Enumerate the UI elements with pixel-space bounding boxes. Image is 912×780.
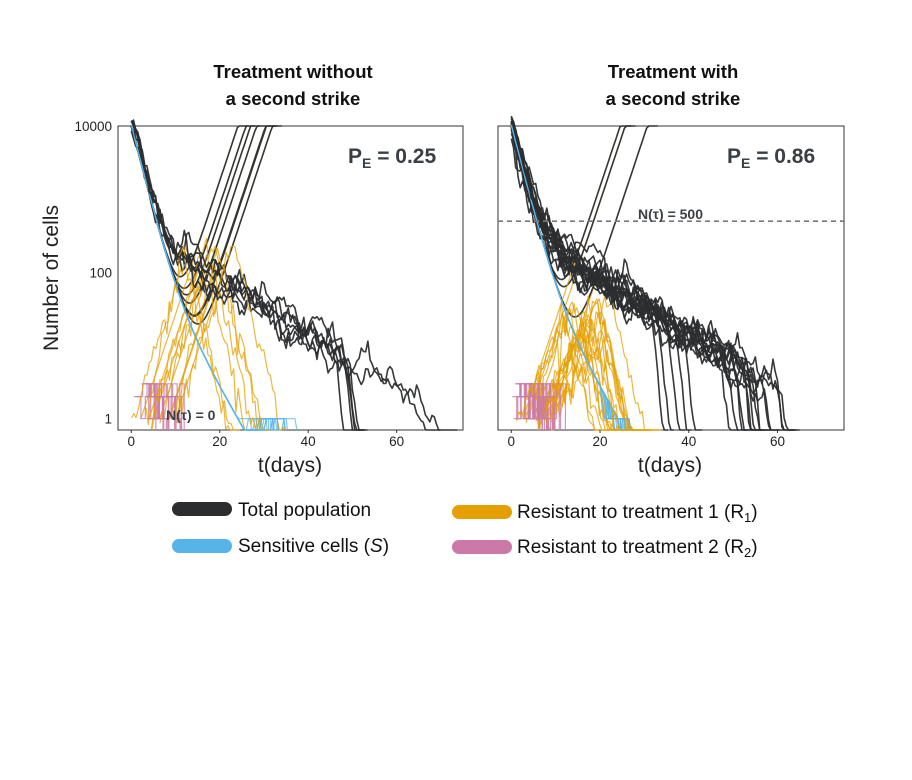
svg-text:Resistant to treatment 2 (R2): Resistant to treatment 2 (R2) [517, 537, 758, 560]
r1-run [549, 295, 640, 431]
total-run [130, 120, 354, 431]
svg-text:Resistant to treatment 1 (R1): Resistant to treatment 1 (R1) [517, 502, 758, 525]
pe-annotation-1: PE = 0.25 [348, 145, 436, 171]
legend-swatch-total [172, 502, 232, 516]
total-run [510, 116, 795, 431]
r2-run [150, 383, 183, 430]
legend-swatch-r1 [452, 505, 512, 519]
threshold-label-1: N(τ) = 0 [166, 407, 216, 423]
y-tick-labels: 1 100 10000 [74, 119, 112, 427]
simulation-runs-2 [510, 115, 801, 431]
panel-1-title-line-1: Treatment without [213, 61, 372, 82]
r2-run [515, 383, 543, 430]
legend: Total population Resistant to treatment … [172, 500, 758, 560]
x-tick-label: 0 [508, 434, 516, 449]
legend-item-r2: Resistant to treatment 2 (R2) [452, 537, 758, 560]
r2-run [153, 383, 185, 430]
x-tick-label: 20 [212, 434, 227, 449]
svg-text:Sensitive cells (S): Sensitive cells (S) [238, 536, 389, 557]
r1-run [515, 303, 626, 431]
panel-2-title-line-2: a second strike [606, 88, 741, 109]
r1-run [172, 247, 271, 431]
r1-run [131, 247, 240, 431]
x-tick-label: 40 [681, 434, 696, 449]
total-run [510, 120, 668, 431]
x-tick-label: 60 [389, 434, 404, 449]
simulation-runs-1 [130, 119, 458, 431]
r1-run [151, 271, 259, 431]
panel-1-title-line-2: a second strike [226, 88, 361, 109]
x-tick-label: 0 [128, 434, 136, 449]
x-axis-label-2: t(days) [638, 454, 702, 477]
r1-run [550, 296, 663, 431]
x-tick-labels-2: 0 20 40 60 [508, 430, 785, 449]
y-tick-label: 100 [89, 265, 112, 280]
x-axis-label-1: t(days) [258, 454, 322, 477]
x-tick-labels-1: 0 20 40 60 [128, 430, 404, 449]
r2-run [144, 383, 167, 430]
y-tick-label: 1 [104, 412, 112, 427]
legend-item-sensitive: Sensitive cells (S) [172, 536, 389, 557]
panel-without-second-strike: 1 100 10000 0 20 40 60 PE = 0.25 N(τ) = 0 t(d… [74, 119, 464, 477]
x-tick-label: 40 [301, 434, 316, 449]
total-run [510, 115, 801, 431]
total-run [511, 120, 766, 431]
r1-run [145, 245, 235, 431]
sensitive-run [510, 124, 615, 431]
x-tick-label: 60 [770, 434, 785, 449]
x-tick-label: 20 [593, 434, 608, 449]
svg-text:Total population: Total population [238, 500, 371, 521]
threshold-label-2: N(τ) = 500 [638, 206, 703, 222]
total-run [510, 124, 739, 431]
sensitive-run [130, 124, 279, 431]
pe-annotation-2: PE = 0.86 [727, 145, 815, 171]
legend-item-r1: Resistant to treatment 1 (R1) [452, 502, 758, 525]
r1-run [174, 245, 287, 431]
legend-swatch-sensitive [172, 539, 232, 553]
y-axis-label: Number of cells [40, 205, 63, 351]
legend-item-total: Total population [172, 500, 371, 521]
y-tick-label: 10000 [74, 119, 112, 134]
panel-with-second-strike: 0 20 40 60 PE = 0.86 N(τ) = 500 t(days) [497, 115, 845, 477]
total-run [130, 125, 458, 431]
legend-swatch-r2 [452, 540, 512, 554]
total-run [130, 119, 368, 431]
r2-run [527, 383, 555, 430]
panel-2-title-line-1: Treatment with [608, 61, 739, 82]
r1-run [150, 237, 258, 431]
